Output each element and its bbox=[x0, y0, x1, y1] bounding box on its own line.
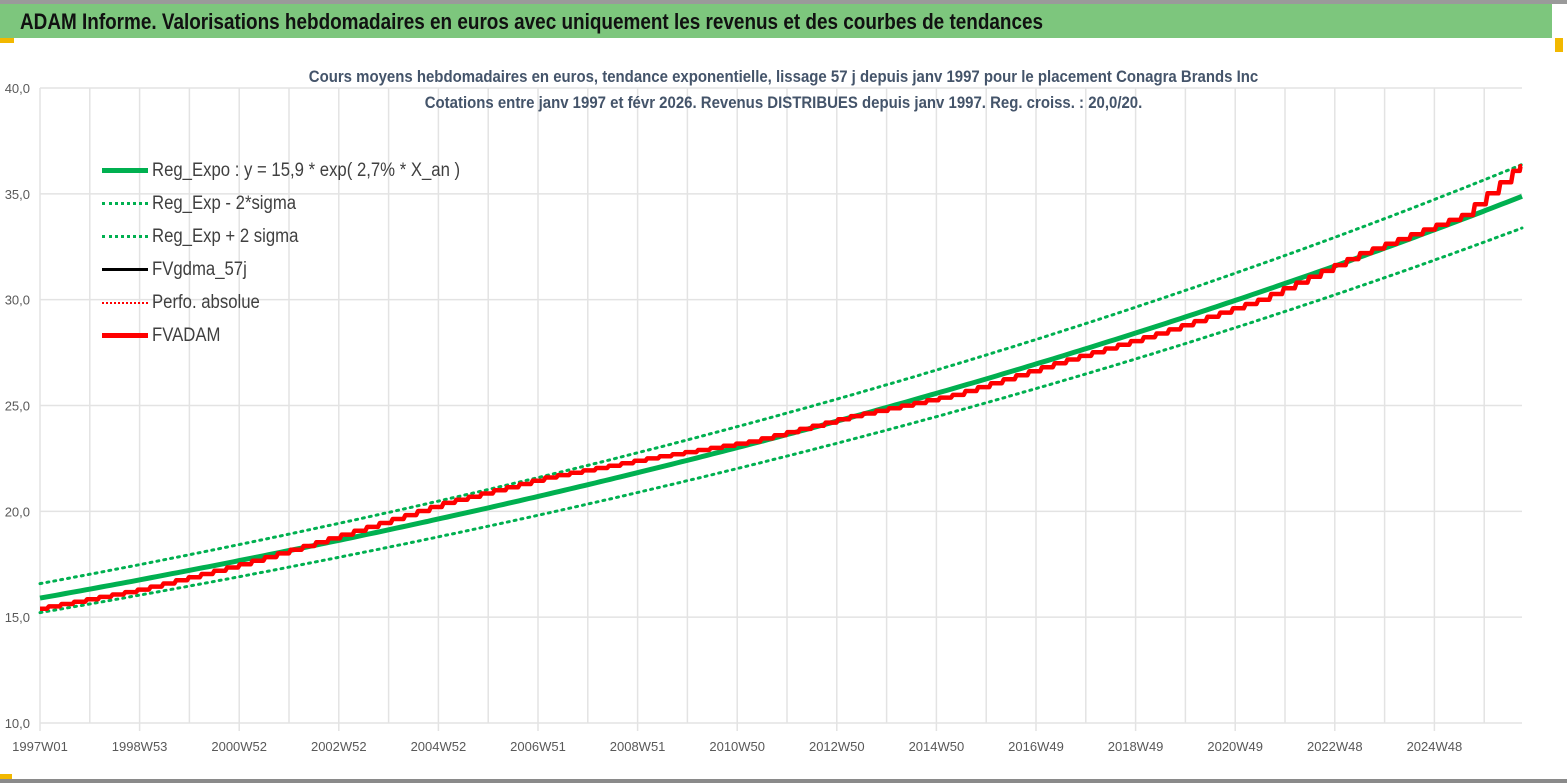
bottom-border bbox=[0, 779, 1567, 783]
legend-item-reg-expo: Reg_Expo : y = 15,9 * exp( 2,7% * X_an ) bbox=[102, 154, 502, 187]
y-tick-label: 25,0 bbox=[5, 399, 30, 414]
x-tick-label: 2006W51 bbox=[510, 739, 566, 754]
y-tick-label: 20,0 bbox=[5, 504, 30, 519]
x-tick-label: 2002W52 bbox=[311, 739, 367, 754]
x-tick-label: 2024W48 bbox=[1407, 739, 1463, 754]
top-border bbox=[0, 0, 1567, 4]
y-tick-label: 35,0 bbox=[5, 187, 30, 202]
x-tick-label: 2004W52 bbox=[411, 739, 467, 754]
series-reg-exp-minus-2-sigma bbox=[38, 226, 1524, 615]
chart-title-line-2: Cotations entre janv 1997 et févr 2026. … bbox=[424, 93, 1143, 112]
x-tick-label: 2010W50 bbox=[709, 739, 765, 754]
x-tick-label: 2016W49 bbox=[1008, 739, 1064, 754]
legend-item-fvadam: FVADAM bbox=[102, 319, 502, 352]
report-banner: ADAM Informe. Valorisations hebdomadaire… bbox=[0, 4, 1552, 38]
legend-item-fvgdma: FVgdma_57j bbox=[102, 253, 502, 286]
legend-item-perfo-absolue: Perfo. absolue bbox=[102, 286, 502, 319]
chart-legend: Reg_Expo : y = 15,9 * exp( 2,7% * X_an )… bbox=[102, 154, 502, 352]
cell-marker bbox=[1555, 38, 1563, 52]
y-tick-label: 40,0 bbox=[5, 81, 30, 96]
series-reg-exp-plus-2-sigma bbox=[38, 163, 1524, 586]
x-tick-label: 1998W53 bbox=[112, 739, 168, 754]
y-tick-label: 10,0 bbox=[5, 716, 30, 731]
report-title: ADAM Informe. Valorisations hebdomadaire… bbox=[20, 9, 1044, 34]
legend-item-reg-exp-plus: Reg_Exp + 2 sigma bbox=[102, 220, 502, 253]
cell-marker bbox=[0, 774, 12, 780]
x-tick-label: 2018W49 bbox=[1108, 739, 1164, 754]
x-tick-label: 2022W48 bbox=[1307, 739, 1363, 754]
y-tick-label: 15,0 bbox=[5, 610, 30, 625]
x-tick-label: 2014W50 bbox=[909, 739, 965, 754]
x-tick-label: 1997W01 bbox=[12, 739, 68, 754]
legend-item-reg-exp-minus: Reg_Exp - 2*sigma bbox=[102, 187, 502, 220]
x-tick-label: 2008W51 bbox=[610, 739, 666, 754]
series-fvadam bbox=[40, 164, 1523, 611]
cell-marker bbox=[0, 38, 14, 43]
x-tick-label: 2012W50 bbox=[809, 739, 865, 754]
x-tick-label: 2000W52 bbox=[211, 739, 267, 754]
y-tick-label: 30,0 bbox=[5, 293, 30, 308]
x-tick-label: 2020W49 bbox=[1207, 739, 1263, 754]
chart-title-line-1: Cours moyens hebdomadaires en euros, ten… bbox=[308, 67, 1259, 86]
chart-title: Cours moyens hebdomadaires en euros, ten… bbox=[0, 64, 1567, 116]
